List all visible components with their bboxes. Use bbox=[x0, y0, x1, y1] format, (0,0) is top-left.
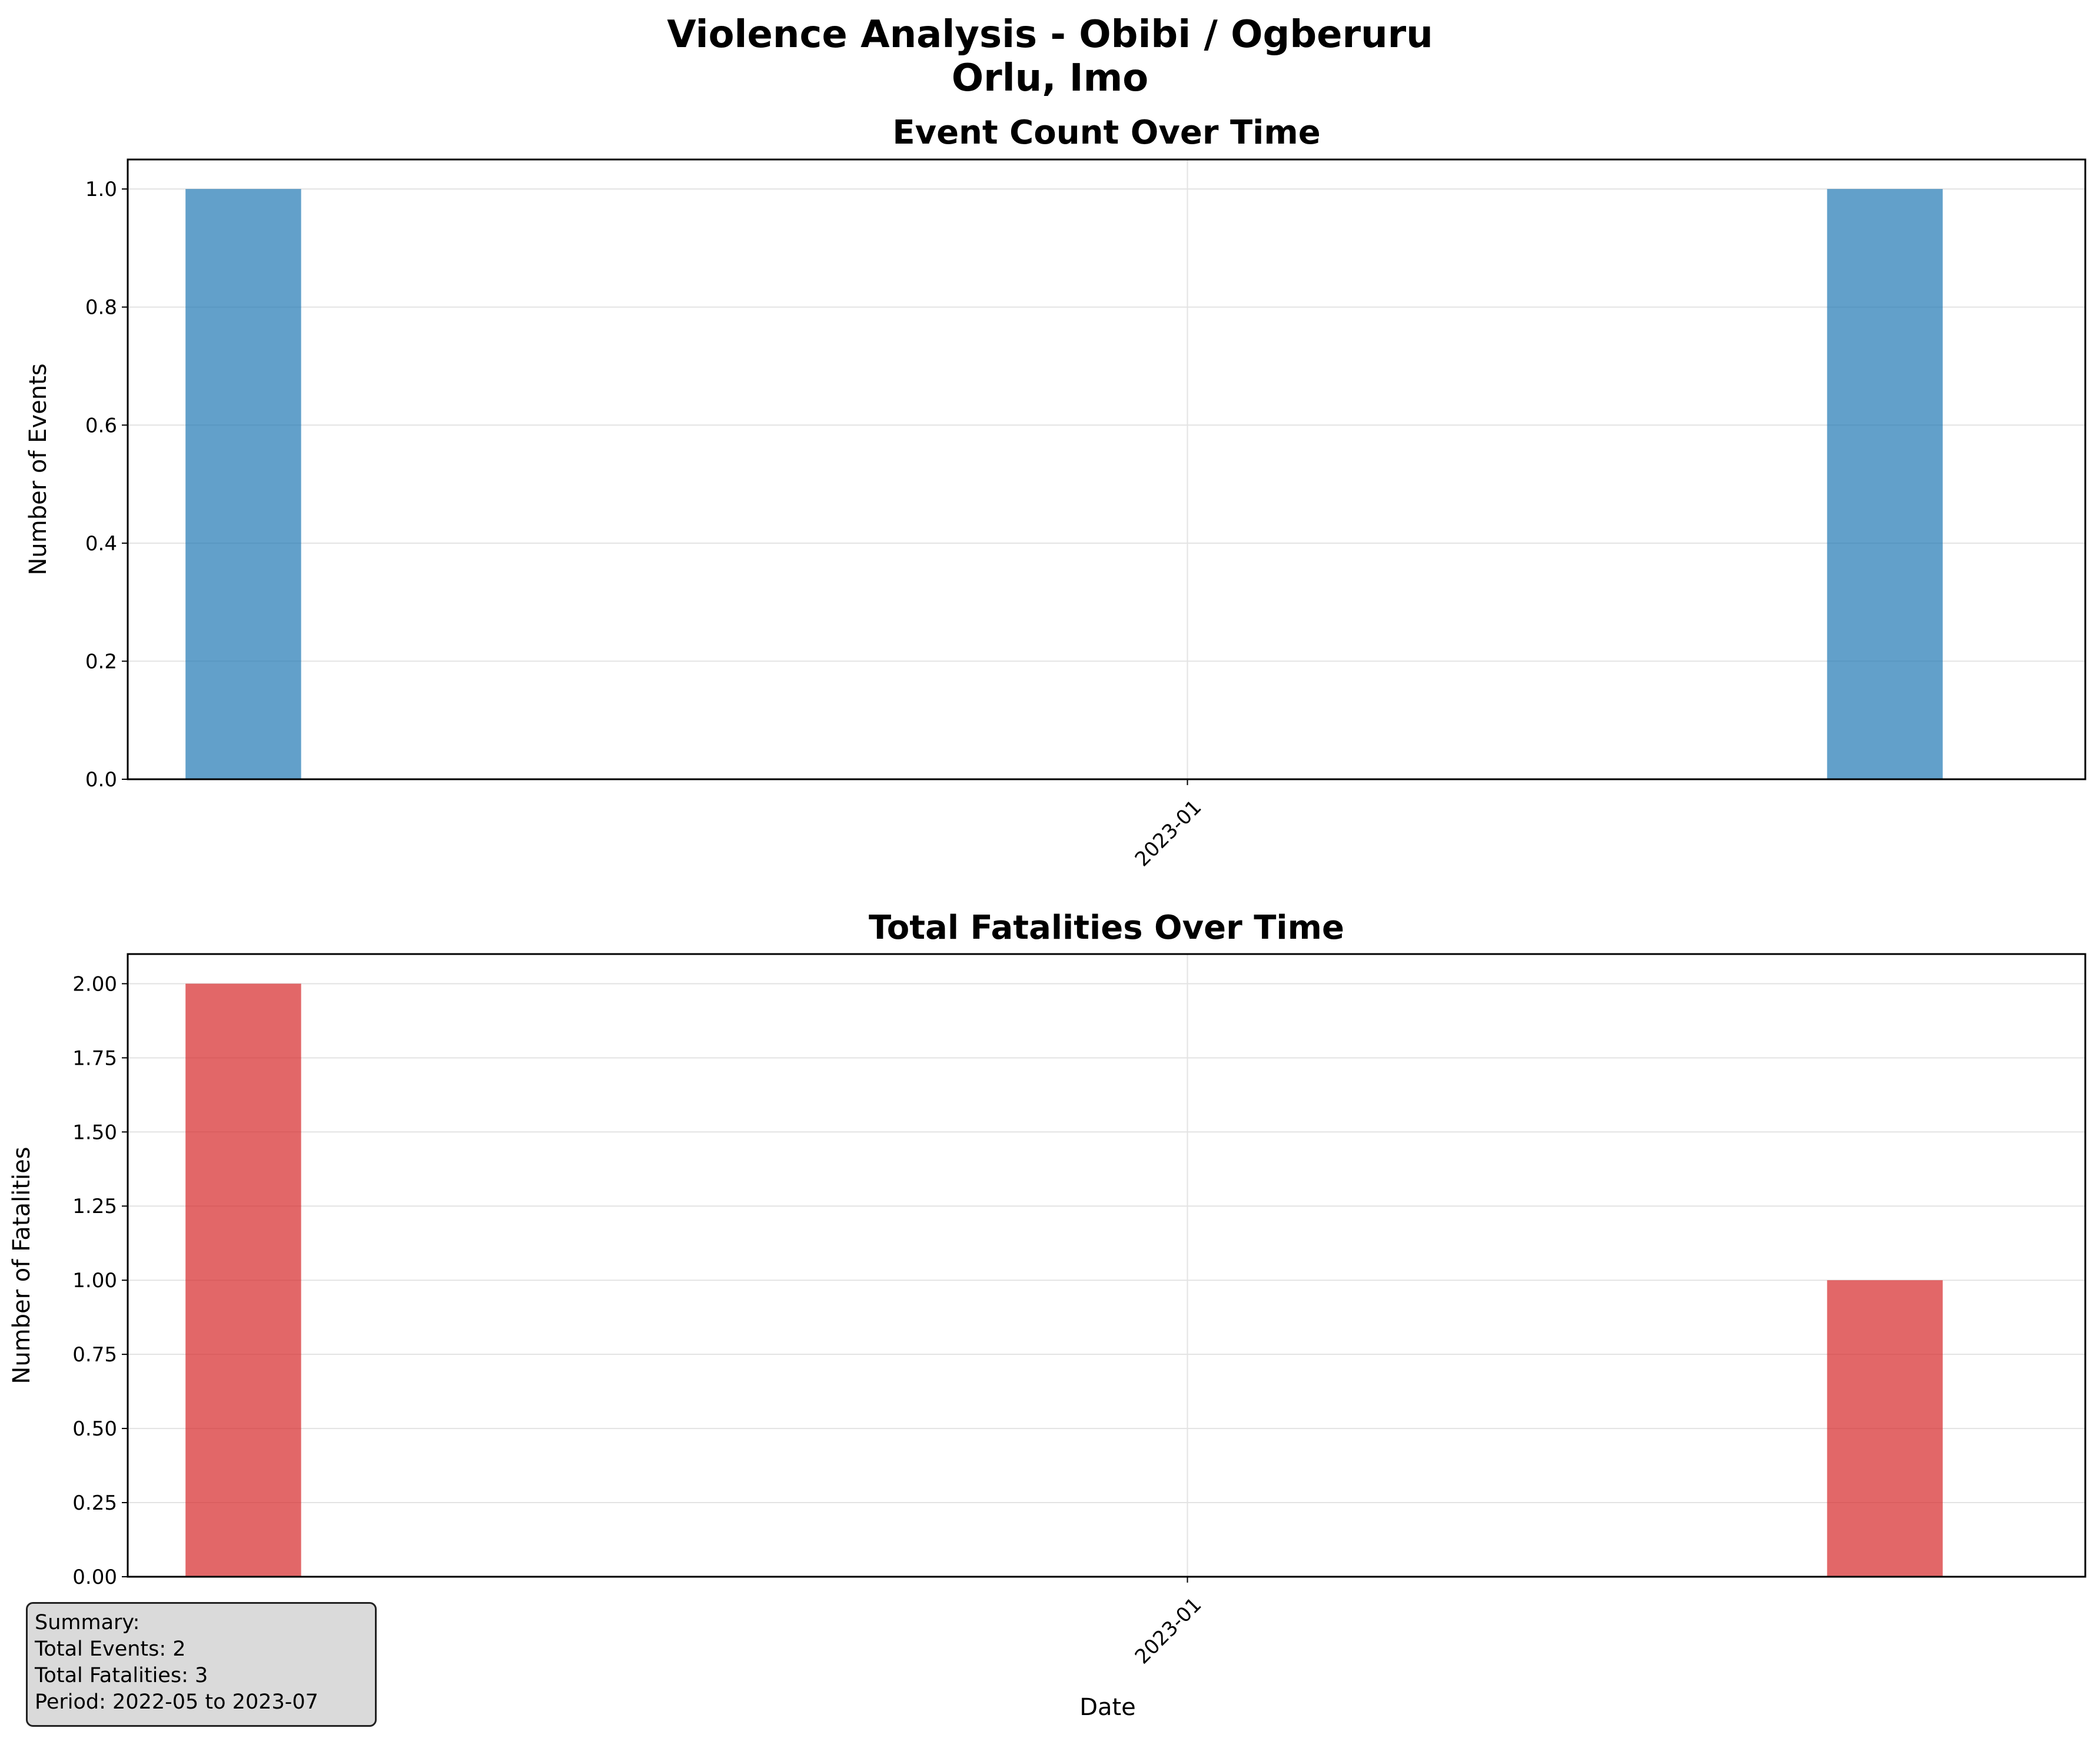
y-tick-label: 0.75 bbox=[72, 1343, 117, 1367]
summary-box: Summary: Total Events: 2 Total Fatalitie… bbox=[26, 1602, 377, 1727]
plot-frame bbox=[127, 158, 2086, 780]
x-axis-label: Date bbox=[1079, 1694, 1136, 1721]
bar-2023-07 bbox=[1827, 1280, 1943, 1577]
chart-title: Total Fatalities Over Time bbox=[869, 909, 1344, 947]
y-tick-label: 1.0 bbox=[85, 178, 117, 201]
y-tick-label: 0.50 bbox=[72, 1417, 117, 1441]
x-tick-label: 2023-01 bbox=[1131, 796, 1207, 872]
y-axis-label: Number of Events bbox=[25, 363, 52, 575]
bar-2022-05 bbox=[185, 983, 301, 1577]
fatalities-chart: 0.00 0.25 0.50 0.75 1.00 1.25 1.50 1.75 2.00 2023… bbox=[8, 909, 2086, 1721]
bar-2022-05 bbox=[185, 189, 301, 780]
y-axis-label: Number of Fatalities bbox=[8, 1147, 35, 1384]
y-tick-label: 0.25 bbox=[72, 1491, 117, 1515]
y-tick-label: 0.8 bbox=[85, 296, 117, 320]
chart-title: Event Count Over Time bbox=[892, 114, 1320, 152]
y-tick-label: 0.0 bbox=[85, 768, 117, 792]
y-tick-label: 1.00 bbox=[72, 1269, 117, 1292]
y-tick-label: 0.2 bbox=[85, 650, 117, 673]
summary-heading: Summary: bbox=[35, 1611, 140, 1634]
y-tick-label: 0.4 bbox=[85, 532, 117, 556]
summary-period: Period: 2022-05 to 2023-07 bbox=[35, 1690, 318, 1714]
summary-total-fatalities: Total Fatalities: 3 bbox=[35, 1664, 208, 1687]
y-tick-label: 0.00 bbox=[72, 1566, 117, 1589]
y-tick-label: 1.75 bbox=[72, 1046, 117, 1070]
plot-frame bbox=[127, 953, 2086, 1578]
y-tick-label: 1.25 bbox=[72, 1195, 117, 1218]
x-tick-label: 2023-01 bbox=[1131, 1593, 1207, 1669]
bar-2023-07 bbox=[1827, 189, 1943, 780]
figure-title-line1: Violence Analysis - Obibi / Ogberuru bbox=[667, 13, 1433, 57]
y-tick-label: 2.00 bbox=[72, 972, 117, 996]
y-tick-label: 1.50 bbox=[72, 1121, 117, 1144]
y-tick-label: 0.6 bbox=[85, 414, 117, 437]
event-count-chart: 0.0 0.2 0.4 0.6 0.8 1.0 2023-01 Event Count Ove… bbox=[25, 114, 2086, 872]
figure-title-line2: Orlu, Imo bbox=[952, 57, 1149, 100]
summary-total-events: Total Events: 2 bbox=[35, 1637, 186, 1661]
